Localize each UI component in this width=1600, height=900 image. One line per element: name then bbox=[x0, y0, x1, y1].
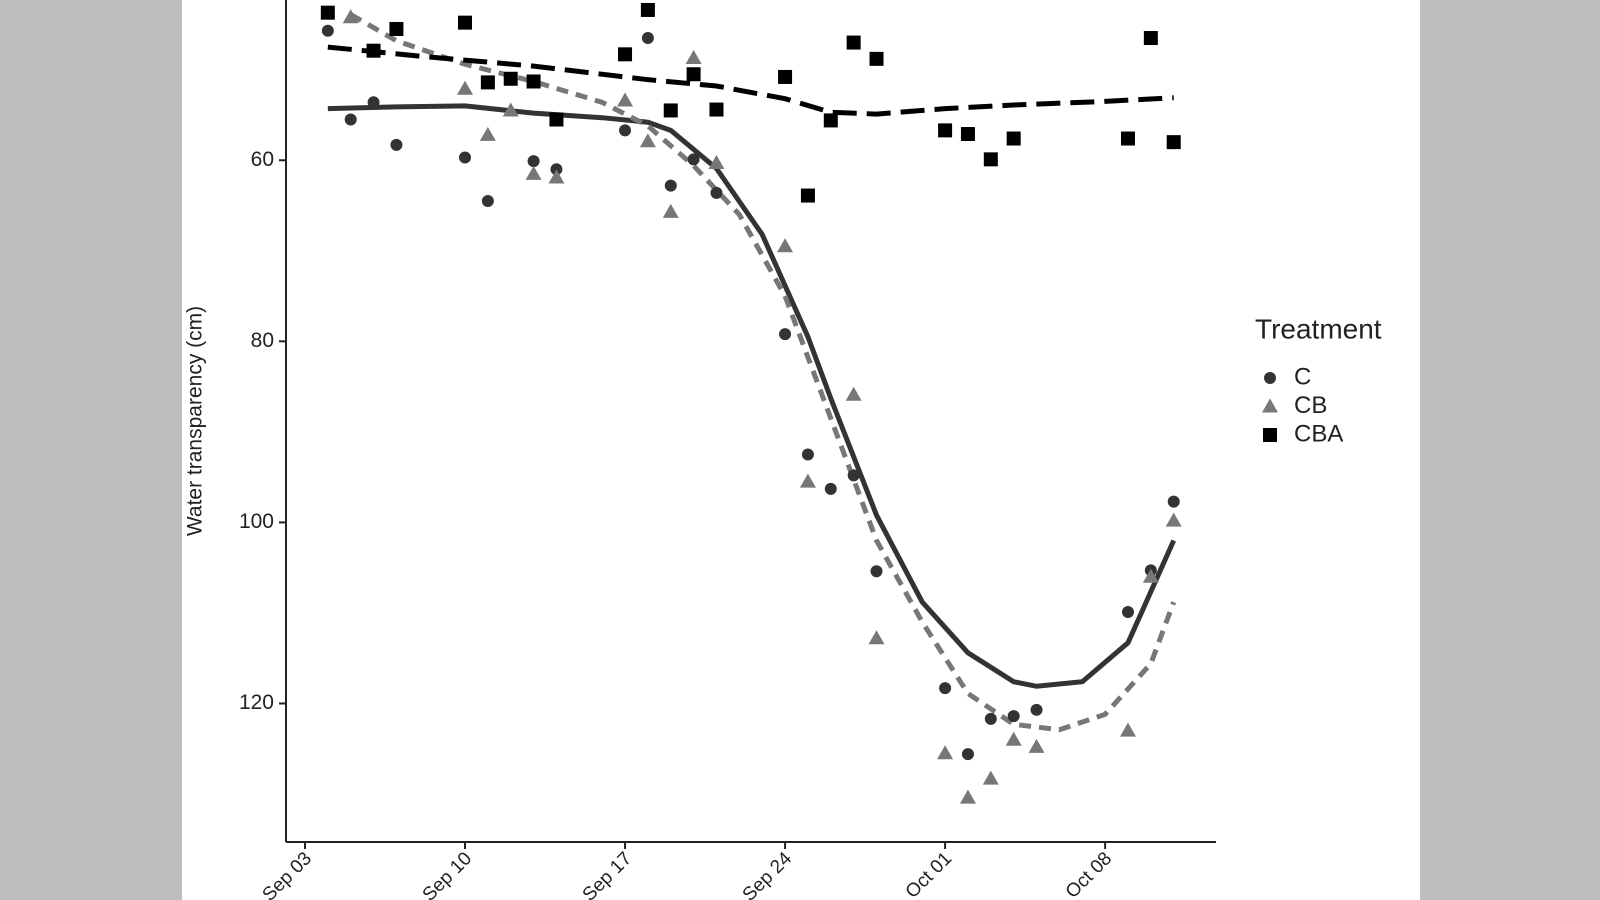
point bbox=[801, 448, 814, 461]
point bbox=[1006, 131, 1021, 146]
point bbox=[708, 154, 725, 169]
point bbox=[321, 24, 334, 37]
point bbox=[550, 163, 563, 176]
point bbox=[686, 67, 701, 82]
point bbox=[777, 238, 794, 253]
point bbox=[641, 32, 654, 45]
point bbox=[1165, 512, 1182, 527]
legend-title: Treatment bbox=[1255, 313, 1382, 344]
point bbox=[549, 112, 564, 127]
point bbox=[367, 96, 380, 109]
point bbox=[320, 5, 335, 20]
point bbox=[617, 92, 634, 107]
point bbox=[823, 113, 838, 128]
point bbox=[458, 15, 473, 30]
point bbox=[824, 482, 837, 495]
point bbox=[548, 169, 565, 184]
point bbox=[1120, 131, 1135, 146]
point bbox=[939, 682, 952, 695]
point bbox=[457, 80, 474, 95]
y-tick-label: 120 bbox=[239, 691, 274, 714]
point bbox=[847, 469, 860, 482]
point bbox=[984, 712, 997, 725]
point bbox=[868, 630, 885, 645]
point bbox=[938, 123, 953, 138]
point bbox=[366, 43, 381, 58]
point bbox=[525, 165, 542, 180]
point bbox=[1030, 703, 1043, 716]
point bbox=[1007, 710, 1020, 723]
point bbox=[527, 155, 540, 168]
point bbox=[710, 186, 723, 199]
point bbox=[389, 21, 404, 36]
point bbox=[480, 75, 495, 90]
point bbox=[779, 328, 792, 341]
point bbox=[959, 789, 976, 804]
legend-label: CBA bbox=[1294, 420, 1343, 447]
point bbox=[618, 47, 633, 62]
y-tick-label: 80 bbox=[251, 329, 274, 352]
legend-label: C bbox=[1294, 363, 1311, 390]
point bbox=[1143, 31, 1158, 46]
point bbox=[846, 35, 861, 50]
point bbox=[479, 126, 496, 141]
point bbox=[664, 179, 677, 192]
y-tick-label: 60 bbox=[251, 148, 274, 171]
point bbox=[342, 9, 359, 24]
point bbox=[800, 188, 815, 203]
point bbox=[961, 748, 974, 761]
legend-key bbox=[1262, 398, 1278, 413]
point bbox=[640, 2, 655, 17]
point bbox=[937, 745, 954, 760]
point bbox=[663, 103, 678, 118]
point bbox=[799, 473, 816, 488]
point bbox=[982, 770, 999, 785]
point bbox=[870, 565, 883, 578]
point bbox=[687, 153, 700, 166]
smooth-line bbox=[327, 44, 1174, 117]
point bbox=[390, 138, 403, 151]
point bbox=[662, 203, 679, 218]
point bbox=[639, 133, 656, 148]
point bbox=[526, 74, 541, 89]
legend-key bbox=[1264, 372, 1276, 384]
point bbox=[502, 102, 519, 117]
point bbox=[869, 51, 884, 66]
legend-label: CB bbox=[1294, 392, 1327, 419]
point bbox=[619, 124, 632, 137]
point bbox=[709, 102, 724, 117]
legend-key bbox=[1263, 428, 1277, 442]
point bbox=[459, 151, 472, 164]
point bbox=[1167, 495, 1180, 508]
smooth-line bbox=[349, 12, 1177, 733]
point bbox=[1166, 135, 1181, 150]
point bbox=[1142, 568, 1159, 583]
point bbox=[1028, 738, 1045, 753]
point bbox=[960, 126, 975, 141]
point bbox=[983, 152, 998, 167]
point bbox=[685, 49, 702, 64]
smooth-line bbox=[327, 103, 1176, 689]
point bbox=[845, 386, 862, 401]
point bbox=[1005, 731, 1022, 746]
point bbox=[344, 113, 357, 126]
point bbox=[1121, 606, 1134, 619]
point bbox=[1119, 722, 1136, 737]
y-tick-label: 100 bbox=[239, 510, 274, 533]
y-axis-label: Water transparency (cm) bbox=[184, 306, 207, 536]
panel bbox=[182, 0, 1420, 900]
point bbox=[481, 194, 494, 207]
point bbox=[778, 69, 793, 84]
point bbox=[503, 71, 518, 86]
